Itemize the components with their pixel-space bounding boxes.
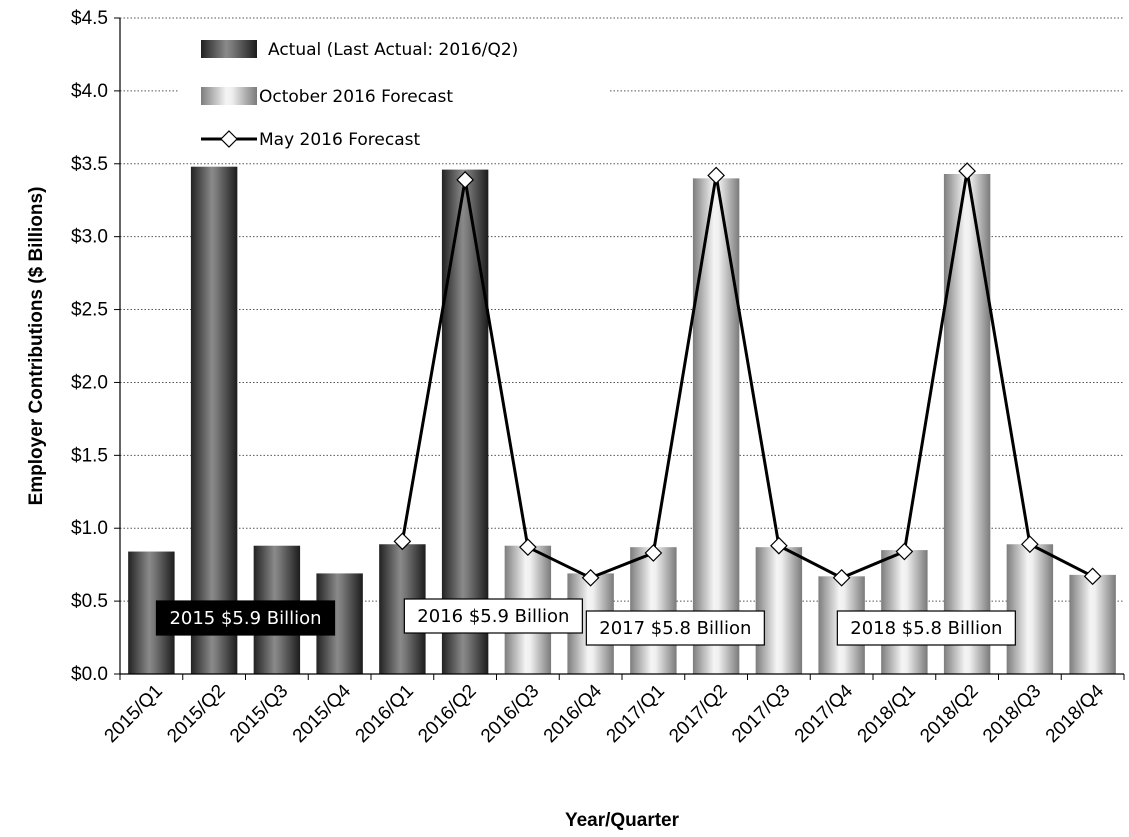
y-tick-label: $1.5 [71,445,108,466]
bars [128,166,1116,674]
bar-2018-q3 [1006,544,1054,674]
bar-2015-q2 [190,166,238,674]
diamond-marker [1083,567,1102,586]
annotation-box [155,600,336,636]
diamond-marker [958,162,976,180]
y-tick-label: $0.0 [71,664,108,685]
bar-2018-q2 [943,173,991,674]
y-tick-label: $2.0 [71,372,108,393]
y-tick-label: $4.0 [71,81,108,102]
x-tick-label: 2018/Q3 [979,681,1045,747]
y-tick-label: $4.5 [71,8,108,29]
x-tick-label: 2015/Q4 [289,680,356,747]
x-tick-label: 2016/Q2 [414,681,480,747]
legend-marker-may [220,130,238,148]
legend-label: Actual (Last Actual: 2016/Q2) [268,40,518,60]
y-tick-label: $1.0 [71,518,108,539]
diamond-marker [581,568,600,587]
annotation-label: 2016 $5.9 Billion [417,606,569,627]
annotation-box [403,598,583,634]
y-axis-title: Employer Contributions ($ Billions) [26,187,47,506]
y-tick-label: $3.5 [71,154,108,175]
annotation-label: 2017 $5.8 Billion [599,618,751,639]
x-tick-label: 2017/Q2 [665,681,731,747]
diamond-marker [707,166,725,185]
x-tick-label: 2018/Q2 [916,681,982,747]
diamond-marker [644,544,663,562]
annotation-label: 2018 $5.8 Billion [850,618,1002,639]
y-tick-labels: $0.0 $0.5 $1.0 $1.5 $2.0 $2.5 $3.0 $3.5 $4.0 $4.5 [71,8,108,685]
diamond-marker [1021,535,1039,554]
bar-2018-q4 [1069,574,1116,674]
diamond-marker [832,568,851,587]
x-tick-label: 2017/Q1 [603,681,669,747]
x-tick-labels: 2015/Q12015/Q22015/Q32015/Q42016/Q12016/… [101,680,1109,747]
legend-swatch-october [201,87,257,105]
x-tick-label: 2015/Q2 [163,681,229,747]
bar-2017-q2 [692,178,740,674]
x-tick-label: 2018/Q4 [1042,680,1109,747]
diamond-marker [393,532,412,551]
may-2016-forecast-line [393,162,1102,587]
y-tick-label: $0.5 [71,591,108,612]
legend-label: May 2016 Forecast [259,130,420,150]
x-tick-label: 2018/Q1 [854,681,920,747]
annotation-box [836,610,1016,646]
annotation-box [585,610,765,646]
legend-label: October 2016 Forecast [259,87,453,107]
annotations: 2015 $5.9 Billion 2016 $5.9 Billion 2017 $… [155,598,1016,646]
bar-2016-q2 [441,169,489,674]
x-tick-label: 2017/Q3 [728,681,794,747]
legend: Actual (Last Actual: 2016/Q2) October 201… [178,30,608,156]
x-tick-label: 2016/Q3 [477,681,543,747]
x-tick-label: 2017/Q4 [791,680,858,747]
axes [119,18,1125,680]
forecast-line [400,170,1094,580]
y-tick-label: $3.0 [71,227,108,248]
legend-swatch-actual [201,40,257,58]
x-tick-label: 2016/Q1 [352,681,418,747]
diamond-marker [895,542,914,561]
diamond-marker [519,538,537,557]
diamond-marker [770,536,788,555]
x-tick-label: 2015/Q3 [226,681,292,747]
x-tick-label: 2015/Q1 [101,681,167,747]
diamond-marker [456,170,474,189]
x-tick-label: 2016/Q4 [540,680,607,747]
x-axis-title: Year/Quarter [565,810,680,831]
y-tick-label: $2.5 [71,300,108,321]
annotation-label: 2015 $5.9 Billion [169,608,321,629]
